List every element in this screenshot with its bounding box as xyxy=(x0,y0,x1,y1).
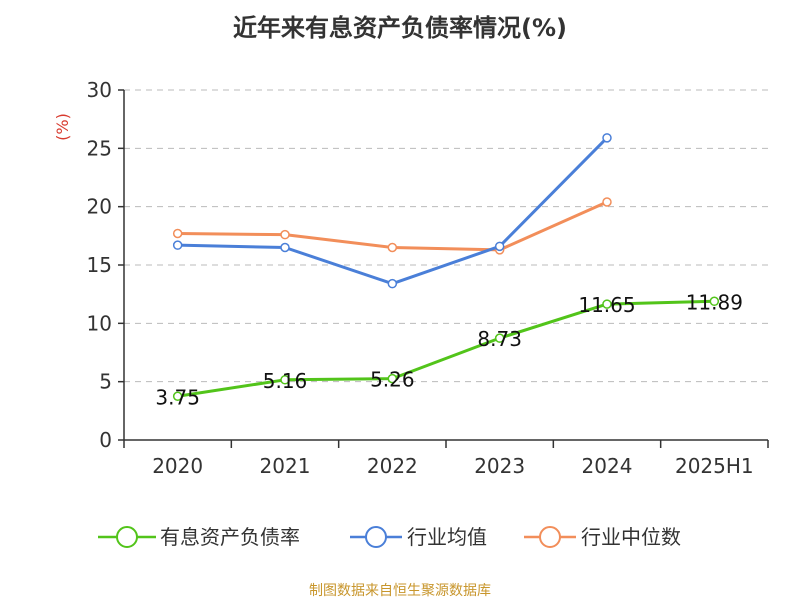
data-label: 5.26 xyxy=(370,368,415,392)
series-2 xyxy=(172,197,612,255)
y-axis-label: (%) xyxy=(53,113,72,141)
data-point xyxy=(172,391,183,401)
data-label: 3.75 xyxy=(155,385,200,409)
data-label: 5.16 xyxy=(263,369,308,393)
legend-marker xyxy=(365,526,387,548)
data-point xyxy=(602,197,612,207)
series-line xyxy=(177,299,715,398)
series-1 xyxy=(172,133,612,289)
series-0 xyxy=(172,296,720,401)
data-point xyxy=(602,299,612,309)
legend-label: 有息资产负债率 xyxy=(160,525,300,549)
y-tick-label: 25 xyxy=(87,136,112,160)
x-tick-label: 2025H1 xyxy=(675,454,754,478)
data-point xyxy=(494,241,505,252)
data-label: 8.73 xyxy=(477,327,522,351)
series-line xyxy=(177,200,608,252)
x-tick-label: 2022 xyxy=(367,454,418,478)
x-tick-labels: 2020 2021 2022 2023 2024 2025H1 xyxy=(152,454,753,478)
legend-marker xyxy=(116,526,138,548)
data-point xyxy=(280,229,290,240)
legend-item: 行业均值 xyxy=(350,525,487,549)
legend: 有息资产负债率 行业均值 行业中位数 xyxy=(98,525,681,549)
y-tick-label: 0 xyxy=(99,428,112,452)
y-tick-label: 10 xyxy=(87,311,112,335)
data-point xyxy=(172,240,183,250)
series-group: 3.75 5.16 5.26 8.73 11.65 11.89 xyxy=(155,133,743,409)
legend-item: 行业中位数 xyxy=(524,525,681,549)
data-point xyxy=(387,278,398,289)
y-tick-label: 20 xyxy=(87,195,112,219)
axes xyxy=(118,89,769,448)
x-tick-label: 2024 xyxy=(582,454,633,478)
y-tick-label: 15 xyxy=(87,253,112,277)
y-tick-label: 5 xyxy=(99,370,112,394)
legend-item: 有息资产负债率 xyxy=(98,525,300,549)
data-label: 11.89 xyxy=(686,290,743,314)
x-tick-label: 2020 xyxy=(152,454,203,478)
y-tick-labels: 0 5 10 15 20 25 30 xyxy=(87,78,112,452)
data-point xyxy=(709,296,720,307)
data-point xyxy=(602,133,612,143)
legend-label: 行业中位数 xyxy=(581,525,681,549)
x-tick-label: 2023 xyxy=(474,454,525,478)
data-point xyxy=(280,242,290,253)
source-note: 制图数据来自恒生聚源数据库 xyxy=(309,583,491,599)
x-tick-label: 2021 xyxy=(260,454,311,478)
chart-title: 近年来有息资产负债率情况(%) xyxy=(233,14,567,42)
data-point xyxy=(172,228,183,239)
series-line xyxy=(177,136,609,286)
grid-lines xyxy=(124,89,768,383)
legend-label: 行业均值 xyxy=(407,525,487,549)
legend-marker xyxy=(539,526,561,548)
data-label: 11.65 xyxy=(578,293,635,317)
data-point xyxy=(387,242,398,253)
data-point xyxy=(387,373,398,384)
data-point xyxy=(494,333,505,343)
data-point xyxy=(280,375,290,385)
y-tick-label: 30 xyxy=(87,78,112,102)
